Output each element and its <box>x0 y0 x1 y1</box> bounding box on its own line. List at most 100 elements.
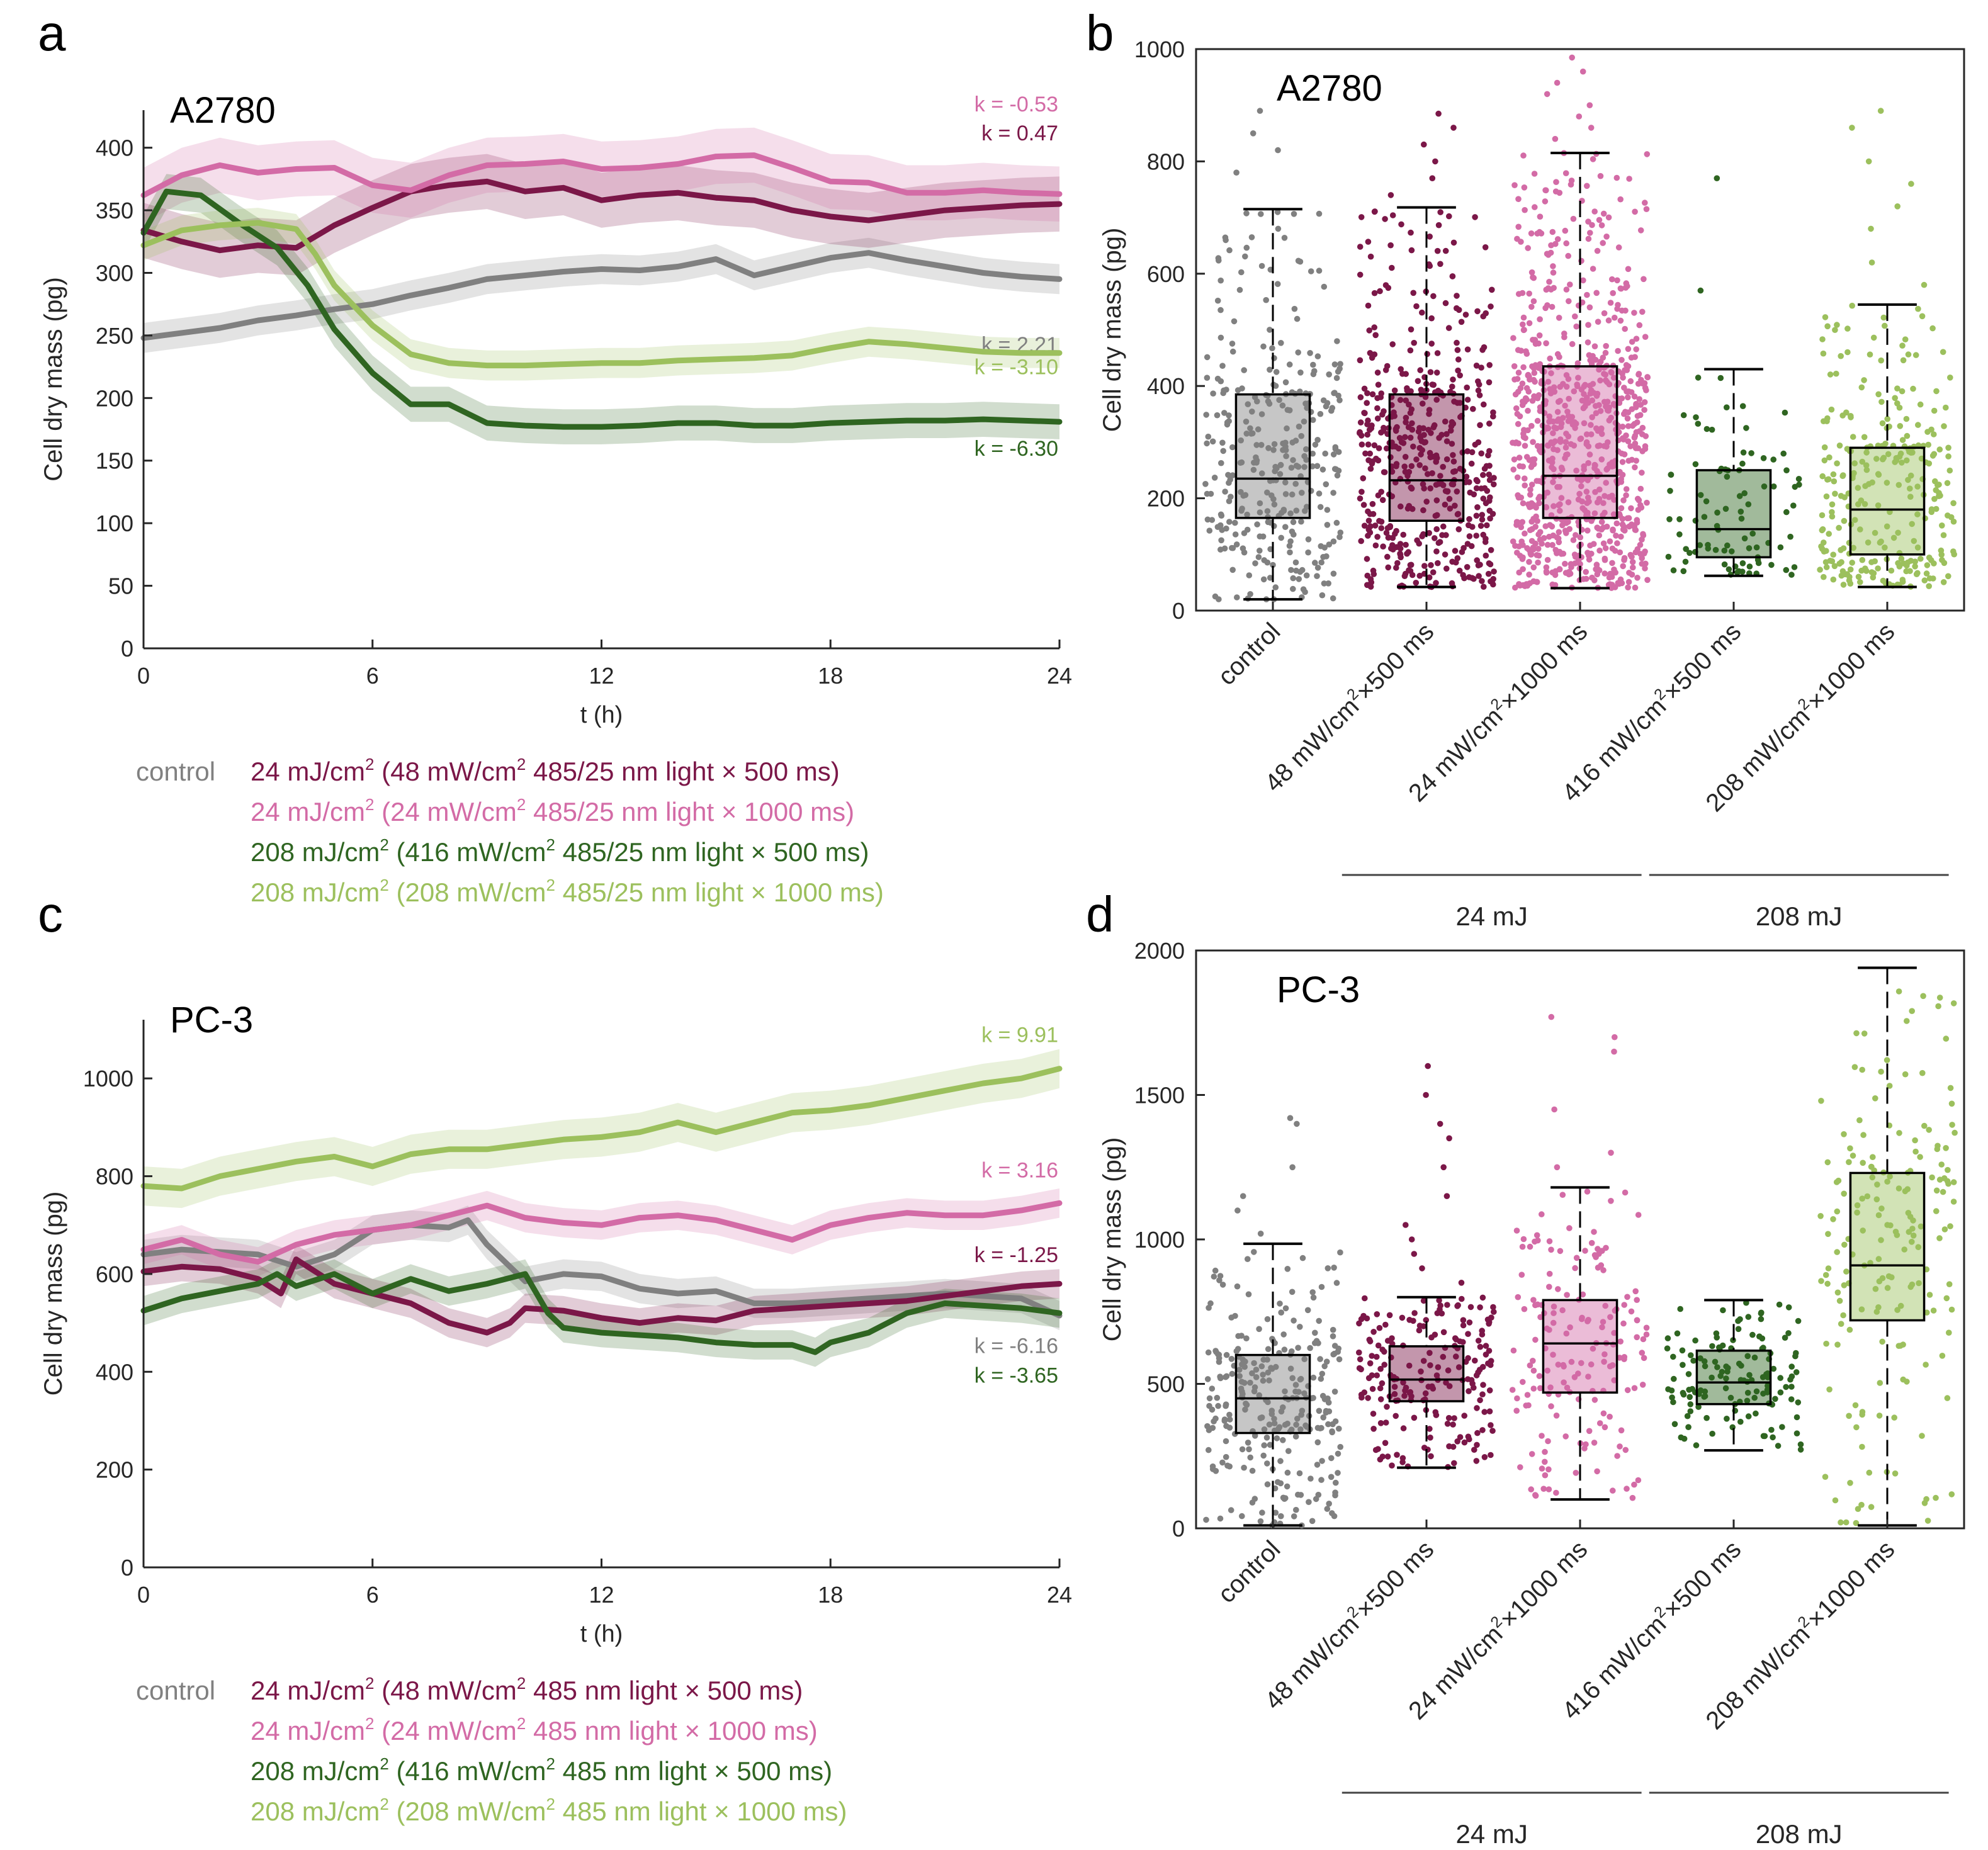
data-point <box>1951 1129 1958 1136</box>
data-point <box>1686 1394 1693 1401</box>
data-point <box>1520 321 1526 328</box>
data-point <box>1581 398 1588 404</box>
data-point <box>1480 495 1487 502</box>
data-point <box>1323 1358 1330 1365</box>
data-point <box>1309 450 1316 457</box>
y-tick-label: 200 <box>96 385 133 411</box>
panel-c-line-chart: k = -6.16k = -1.25k = 3.16k = -3.65k = 9… <box>40 1000 1072 1826</box>
data-point <box>1422 1390 1429 1397</box>
data-point <box>1855 501 1861 507</box>
data-point <box>1378 519 1385 525</box>
data-point <box>1567 441 1574 448</box>
data-point <box>1299 1255 1306 1261</box>
data-point <box>1319 1458 1325 1464</box>
data-point <box>1263 1435 1270 1441</box>
data-point <box>1545 425 1552 432</box>
data-point <box>1892 1229 1899 1235</box>
data-point <box>1753 1410 1759 1417</box>
data-point <box>1950 518 1957 525</box>
data-point <box>1585 460 1591 466</box>
data-point <box>1301 1390 1307 1397</box>
data-point <box>1727 1394 1734 1401</box>
data-point <box>1277 1458 1284 1464</box>
data-point <box>1300 586 1307 592</box>
data-point <box>1605 317 1612 324</box>
data-point <box>1283 453 1289 460</box>
data-point <box>1287 538 1294 544</box>
data-point <box>1824 418 1830 424</box>
x-tick-label: 18 <box>818 663 843 689</box>
k-label-mJ208_1000: k = -3.10 <box>974 356 1058 380</box>
data-point <box>1601 310 1608 317</box>
data-point <box>1895 1185 1902 1192</box>
data-point <box>1746 545 1753 551</box>
data-point <box>1264 1356 1270 1363</box>
data-point <box>1357 1356 1364 1363</box>
data-point <box>1391 1390 1398 1397</box>
data-point <box>1586 304 1593 311</box>
data-point <box>1246 572 1253 578</box>
data-point <box>1406 1362 1413 1369</box>
data-point <box>1380 543 1386 550</box>
data-point <box>1408 229 1414 236</box>
data-point <box>1546 1270 1553 1277</box>
data-point <box>1887 1173 1893 1180</box>
data-point <box>1513 1227 1520 1234</box>
data-point <box>1524 545 1530 551</box>
data-point <box>1601 493 1608 499</box>
data-point <box>1933 1187 1940 1194</box>
data-point <box>1464 397 1471 403</box>
data-point <box>1602 545 1609 551</box>
data-point <box>1854 1209 1860 1216</box>
data-point <box>1859 1409 1866 1415</box>
data-point <box>1293 1421 1299 1428</box>
data-point <box>1574 475 1581 482</box>
data-point <box>1466 516 1472 522</box>
y-tick-label: 50 <box>108 573 133 599</box>
data-point <box>1536 228 1543 235</box>
data-point <box>1859 1066 1865 1073</box>
data-point <box>1249 409 1255 415</box>
data-point <box>1596 443 1603 449</box>
data-point <box>1933 487 1940 494</box>
data-point <box>1695 420 1702 427</box>
data-point <box>1556 483 1562 490</box>
data-point <box>1936 446 1943 453</box>
data-point <box>1375 445 1382 451</box>
data-point <box>1450 452 1456 458</box>
data-point <box>1615 347 1621 354</box>
data-point <box>1292 1433 1299 1440</box>
data-point <box>1488 547 1494 553</box>
data-point <box>1901 1246 1907 1253</box>
data-point <box>1433 1372 1440 1379</box>
data-point <box>1278 534 1284 541</box>
data-point <box>1243 244 1250 251</box>
y-tick-label: 150 <box>96 448 133 474</box>
data-point <box>1399 1314 1406 1321</box>
data-point <box>1583 488 1590 495</box>
outlier-point <box>1257 1231 1264 1237</box>
data-point <box>1793 1369 1800 1375</box>
data-point <box>1219 527 1225 533</box>
data-point <box>1445 1414 1452 1421</box>
data-point <box>1415 428 1422 435</box>
data-point <box>1591 465 1598 471</box>
data-point <box>1714 1334 1720 1341</box>
data-point <box>1426 410 1432 417</box>
data-point <box>1256 1392 1263 1399</box>
data-point <box>1819 473 1826 480</box>
data-point <box>1584 183 1590 189</box>
data-point <box>1631 1481 1637 1488</box>
data-point <box>1593 425 1600 432</box>
y-tick-label: 0 <box>121 636 133 662</box>
data-point <box>1280 1437 1286 1443</box>
data-point <box>1736 493 1743 499</box>
data-point <box>1530 1358 1536 1364</box>
data-point <box>1282 524 1289 530</box>
data-point <box>1587 542 1593 549</box>
data-point <box>1382 367 1389 373</box>
data-point <box>1421 485 1427 492</box>
data-point <box>1891 1414 1897 1421</box>
outlier-point <box>1450 125 1457 131</box>
data-point <box>1485 570 1492 577</box>
